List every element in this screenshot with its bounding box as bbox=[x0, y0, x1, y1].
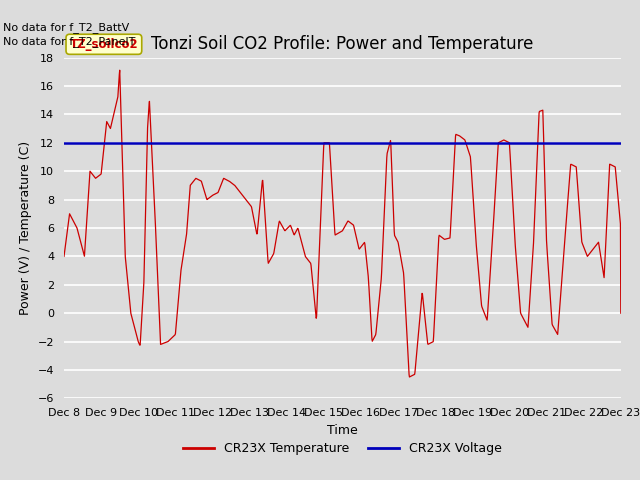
Legend: CR23X Temperature, CR23X Voltage: CR23X Temperature, CR23X Voltage bbox=[178, 437, 507, 460]
Text: TZ_soilco2: TZ_soilco2 bbox=[70, 38, 138, 51]
Y-axis label: Power (V) / Temperature (C): Power (V) / Temperature (C) bbox=[19, 141, 32, 315]
Title: Tonzi Soil CO2 Profile: Power and Temperature: Tonzi Soil CO2 Profile: Power and Temper… bbox=[151, 35, 534, 53]
X-axis label: Time: Time bbox=[327, 424, 358, 437]
Text: No data for f_T2_PanelT: No data for f_T2_PanelT bbox=[3, 36, 136, 47]
Text: No data for f_T2_BattV: No data for f_T2_BattV bbox=[3, 22, 129, 33]
